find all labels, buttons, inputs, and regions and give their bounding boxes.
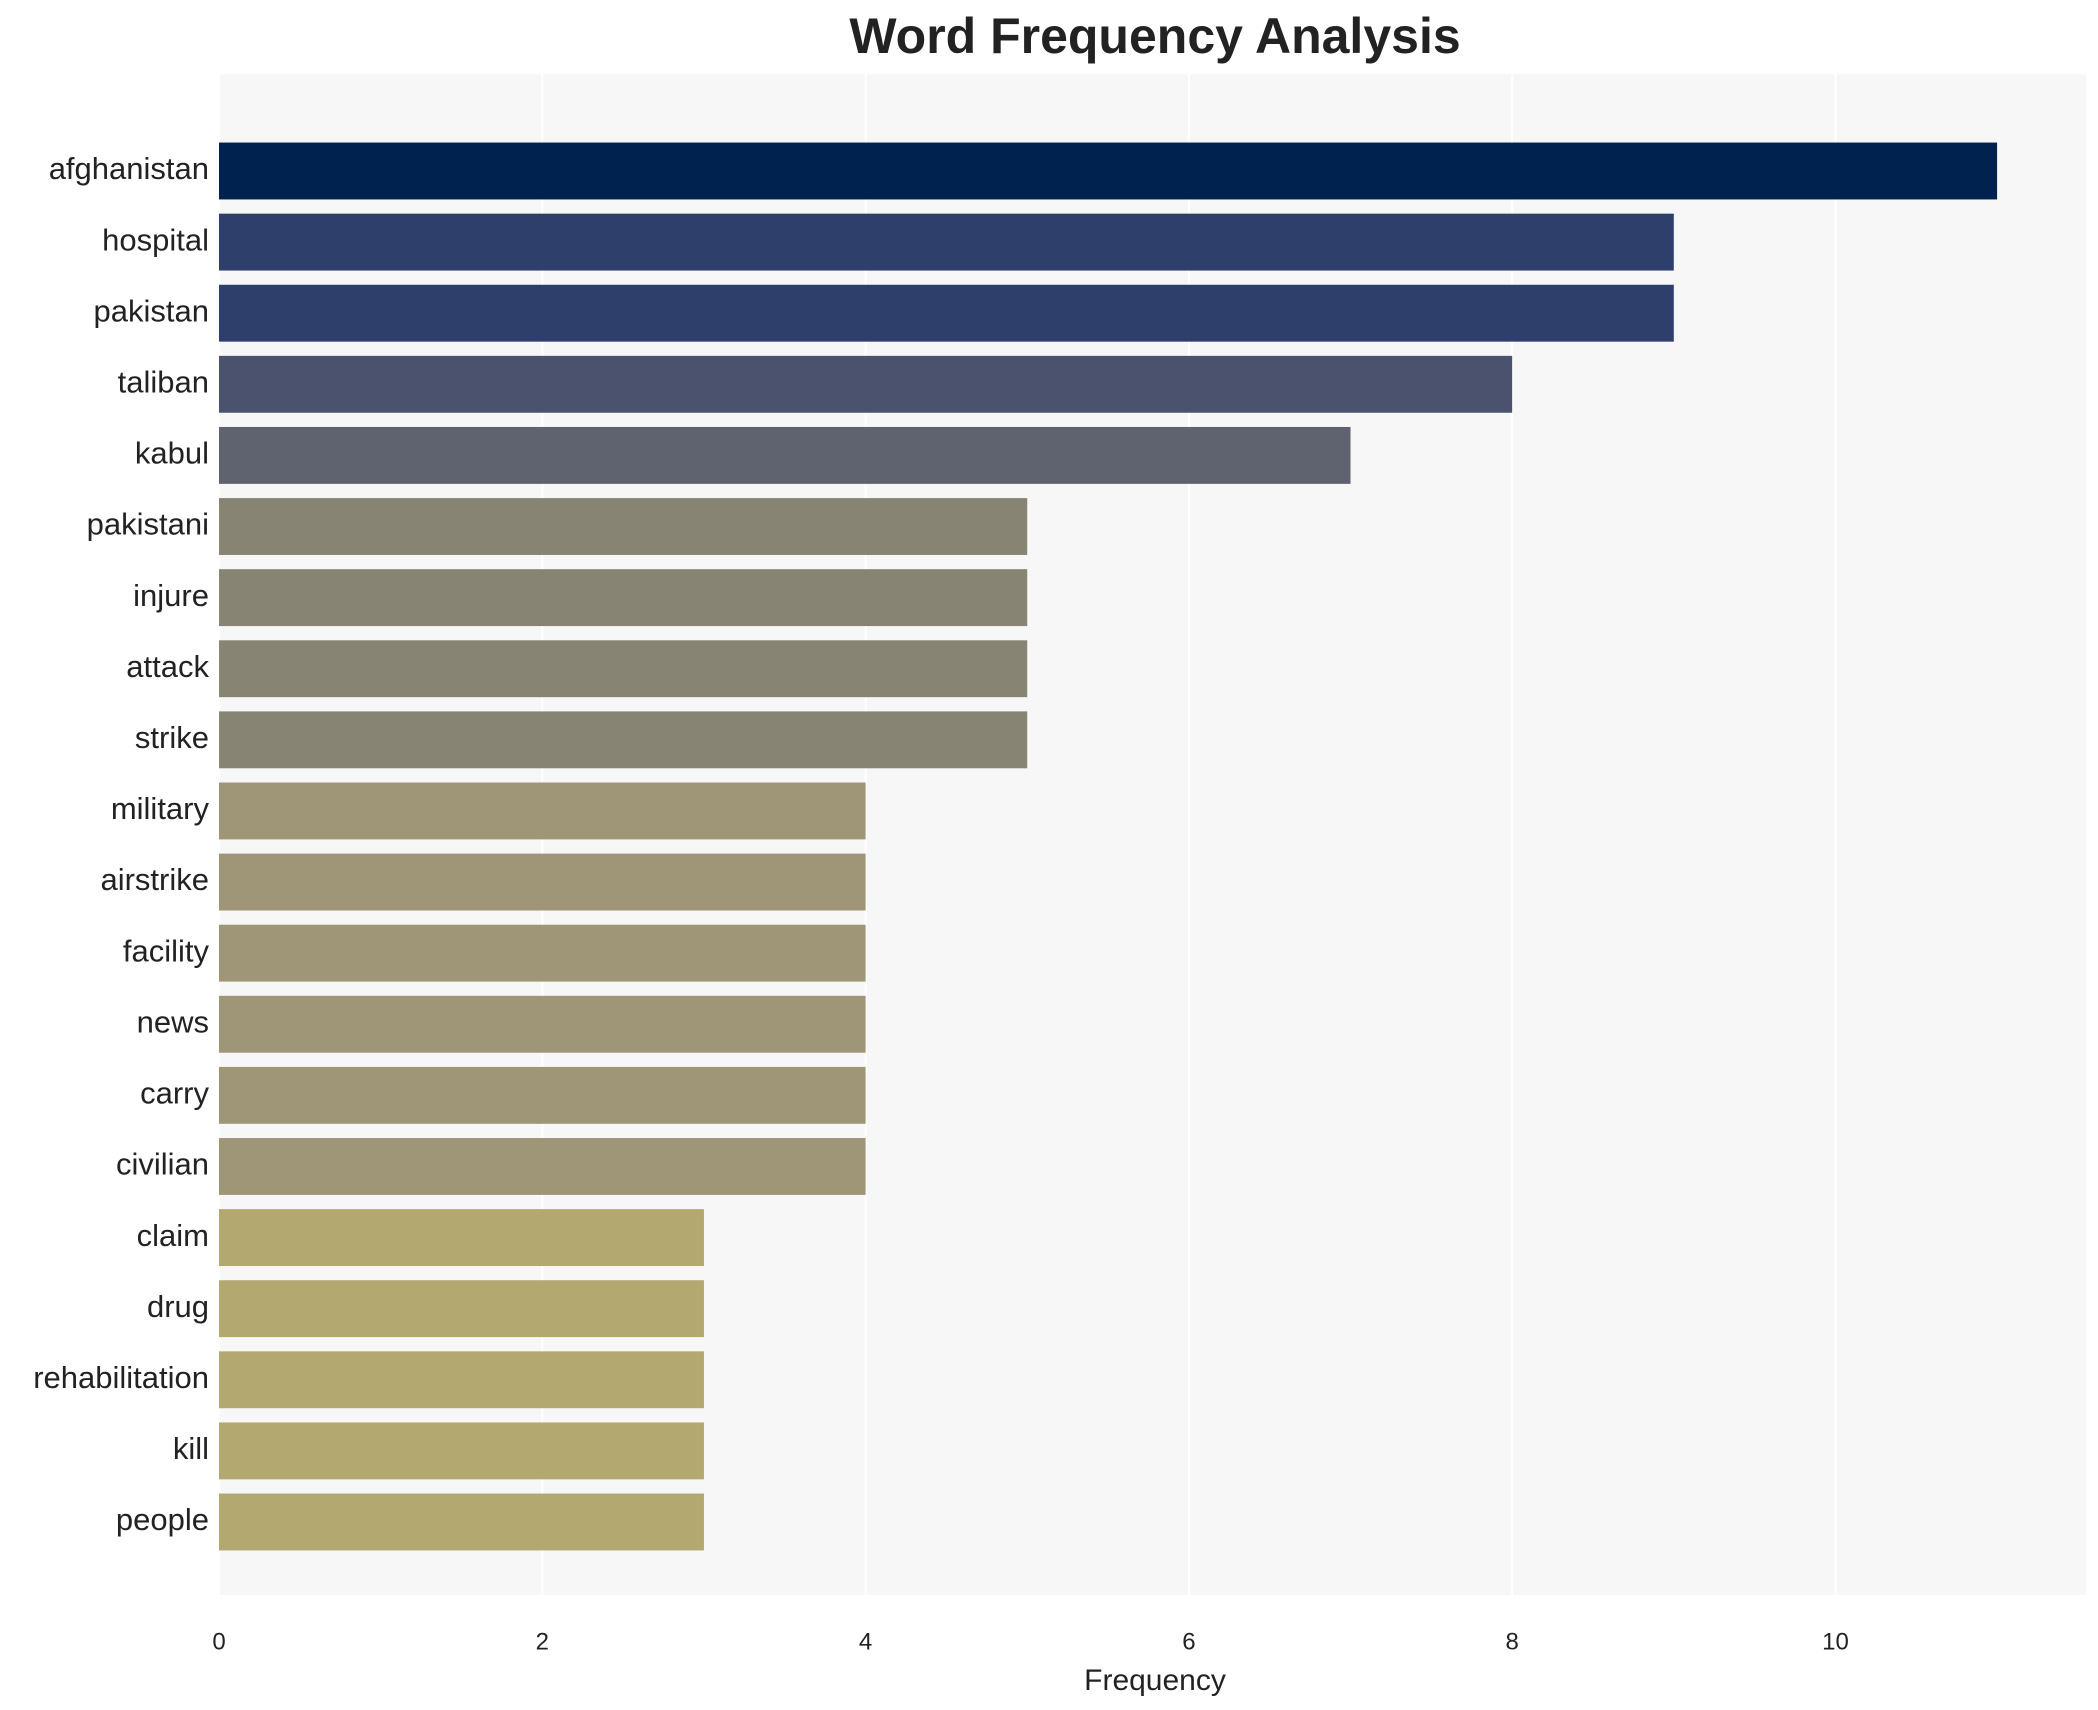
y-tick-label: pakistan	[94, 293, 209, 328]
x-tick-label: 4	[859, 1628, 872, 1655]
bar	[219, 1138, 866, 1195]
bar	[219, 995, 866, 1053]
x-tick-label: 6	[1182, 1628, 1195, 1655]
x-tick-label: 2	[536, 1628, 549, 1655]
y-tick-label: news	[137, 1004, 209, 1039]
bar	[219, 213, 1674, 271]
y-tick-label: hospital	[102, 222, 209, 257]
x-axis-label: Frequency	[1084, 1664, 1226, 1697]
y-tick-label: facility	[123, 933, 210, 968]
y-tick-label: drug	[147, 1289, 209, 1324]
x-tick-label: 0	[212, 1628, 225, 1655]
y-tick-label: airstrike	[100, 862, 209, 897]
x-tick-label: 10	[1822, 1628, 1849, 1655]
y-tick-label: kabul	[135, 436, 209, 471]
y-tick-label: taliban	[118, 365, 209, 400]
bar	[219, 1493, 704, 1551]
y-tick-label: afghanistan	[49, 151, 209, 186]
bar	[219, 284, 1674, 342]
y-tick-label: injure	[133, 578, 209, 613]
bar	[219, 782, 866, 840]
bar	[219, 1066, 866, 1124]
bar	[219, 640, 1028, 698]
y-tick-label: attack	[126, 649, 209, 684]
bar	[219, 924, 866, 982]
bar	[219, 569, 1028, 627]
bar	[219, 711, 1028, 769]
chart-title: Word Frequency Analysis	[849, 8, 1460, 64]
y-tick-label: military	[111, 791, 210, 826]
bar	[219, 426, 1351, 484]
y-tick-label: kill	[173, 1431, 209, 1466]
y-tick-label: claim	[137, 1218, 209, 1253]
x-tick-label: 8	[1505, 1628, 1518, 1655]
bar	[219, 498, 1028, 555]
bar	[219, 355, 1513, 413]
bar	[219, 853, 866, 911]
y-tick-label: civilian	[116, 1147, 209, 1182]
y-tick-label: carry	[140, 1076, 209, 1111]
y-tick-label: pakistani	[87, 507, 209, 542]
bar	[219, 142, 1998, 200]
bar	[219, 1422, 704, 1480]
bar	[219, 1280, 704, 1338]
bar	[219, 1209, 704, 1267]
y-tick-label: rehabilitation	[33, 1360, 209, 1395]
y-tick-label: strike	[135, 720, 209, 755]
y-tick-label: people	[116, 1502, 209, 1537]
bar	[219, 1351, 704, 1409]
